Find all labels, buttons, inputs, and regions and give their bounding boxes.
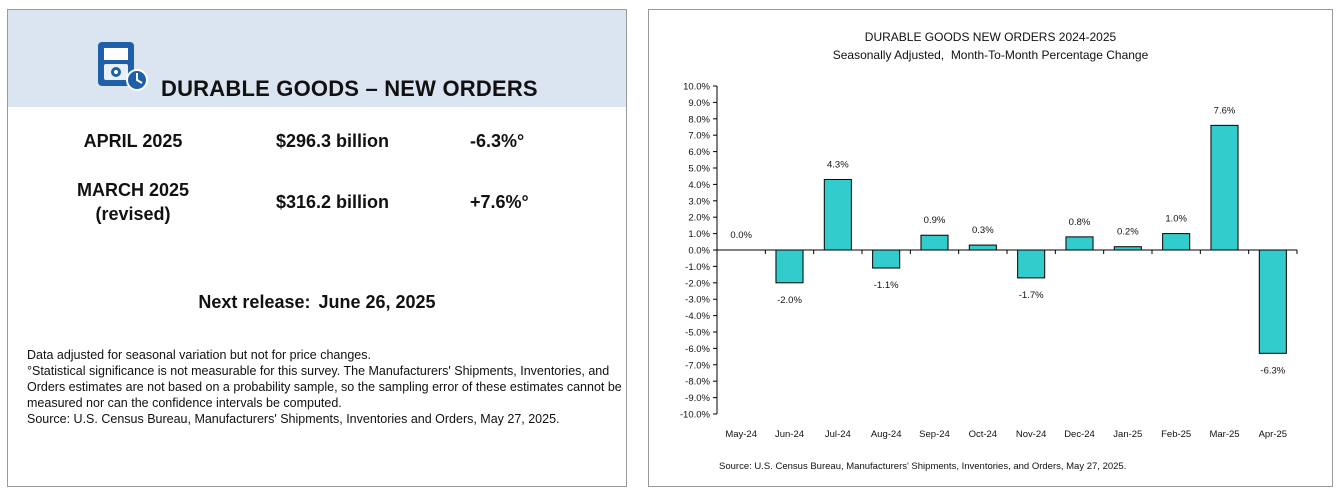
y-tick-label: 10.0% — [683, 82, 710, 93]
bar — [920, 234, 949, 251]
y-tick-label: -4.0% — [685, 311, 710, 322]
bar-chart: 10.0% 9.0% 8.0% 7.0% 6.0% 5.0% 4.0% 3.0% 2.0% 1.0… — [680, 82, 1298, 440]
y-tick-label: 4.0% — [688, 180, 710, 191]
x-tick-label: Nov-24 — [1016, 429, 1047, 440]
y-tick-label: -9.0% — [685, 393, 710, 404]
data-label: -1.1% — [874, 280, 899, 291]
bar — [775, 249, 804, 284]
stat-change-april: -6.3%° — [470, 131, 525, 151]
data-label: 0.0% — [730, 230, 752, 241]
data-label: 0.8% — [1069, 217, 1091, 228]
bar — [823, 178, 852, 251]
bar — [1017, 249, 1046, 279]
x-tick-label: Mar-25 — [1209, 429, 1239, 440]
data-label: 7.6% — [1214, 105, 1236, 116]
x-tick-label: Apr-25 — [1259, 429, 1288, 440]
y-tick-label: -6.0% — [685, 344, 710, 355]
next-release-label: Next release: — [198, 292, 311, 312]
y-tick-label: 1.0% — [688, 229, 710, 240]
footnote-significance: °Statistical significance is not measura… — [27, 364, 622, 410]
data-label: 1.0% — [1165, 214, 1187, 225]
y-tick-label: 9.0% — [688, 98, 710, 109]
y-tick-label: 0.0% — [688, 246, 710, 257]
stat-month-line1: MARCH 2025 — [76, 180, 190, 200]
x-tick-label: Dec-24 — [1064, 429, 1095, 440]
x-tick-label: Sep-24 — [919, 429, 950, 440]
summary-panel: DURABLE GOODS – NEW ORDERS APRIL 2025 $2… — [7, 9, 627, 487]
summary-header: DURABLE GOODS – NEW ORDERS — [8, 10, 626, 107]
y-tick-label: 6.0% — [688, 147, 710, 158]
footnote-seasonal: Data adjusted for seasonal variation but… — [27, 348, 371, 362]
footnotes: Data adjusted for seasonal variation but… — [27, 347, 622, 427]
stat-change-march: +7.6%° — [470, 192, 529, 212]
y-tick-label: -5.0% — [685, 328, 710, 339]
stat-amount-march: $316.2 billion — [276, 192, 390, 212]
x-tick-label: Aug-24 — [871, 429, 902, 440]
stat-amount-april: $296.3 billion — [276, 131, 390, 151]
bar — [1210, 124, 1239, 251]
y-tick-label: -3.0% — [685, 295, 710, 306]
y-tick-label: 8.0% — [688, 114, 710, 125]
y-tick-label: 7.0% — [688, 131, 710, 142]
next-release: Next release: June 26, 2025 — [8, 292, 626, 313]
y-tick-label: 5.0% — [688, 164, 710, 175]
y-tick-label: -7.0% — [685, 360, 710, 371]
data-label: 4.3% — [827, 159, 849, 170]
summary-title: DURABLE GOODS – NEW ORDERS — [161, 76, 538, 101]
footnote-source: Source: U.S. Census Bureau, Manufacturer… — [27, 412, 560, 426]
data-label: 0.3% — [972, 225, 994, 236]
bar — [1162, 233, 1191, 251]
bar — [872, 249, 901, 269]
bar — [1065, 236, 1094, 251]
chart-panel: DURABLE GOODS NEW ORDERS 2024-2025 Seaso… — [648, 9, 1333, 487]
calculator-clock-icon — [98, 42, 148, 91]
y-tick-label: -10.0% — [680, 410, 711, 421]
bar — [1258, 249, 1287, 354]
chart-title: DURABLE GOODS NEW ORDERS 2024-2025 — [864, 30, 1117, 44]
x-tick-label: Feb-25 — [1161, 429, 1191, 440]
y-tick-label: 3.0% — [688, 196, 710, 207]
bar — [1113, 246, 1142, 251]
stat-month-line1: APRIL 2025 — [83, 131, 183, 151]
data-label: -6.3% — [1260, 365, 1285, 376]
y-tick-label: -2.0% — [685, 278, 710, 289]
chart-subtitle: Seasonally Adjusted, Month-To-Month Perc… — [832, 48, 1149, 62]
data-label: 0.9% — [924, 215, 946, 226]
y-tick-label: 2.0% — [688, 213, 710, 224]
data-label: -2.0% — [777, 295, 802, 306]
x-tick-label: Oct-24 — [969, 429, 998, 440]
y-tick-label: -1.0% — [685, 262, 710, 273]
x-tick-label: Jan-25 — [1113, 429, 1142, 440]
data-label: -1.7% — [1019, 290, 1044, 301]
x-tick-label: Jul-24 — [825, 429, 851, 440]
bar — [968, 244, 997, 251]
x-tick-label: Jun-24 — [775, 429, 804, 440]
data-label: 0.2% — [1117, 227, 1139, 238]
stat-month-line2: (revised) — [95, 204, 171, 224]
y-tick-label: -8.0% — [685, 377, 710, 388]
stat-month-march: MARCH 2025 (revised) — [48, 178, 218, 226]
chart-source: Source: U.S. Census Bureau, Manufacturer… — [719, 461, 1127, 472]
next-release-date: June 26, 2025 — [318, 292, 436, 312]
x-tick-label: May-24 — [725, 429, 757, 440]
stat-month-april: APRIL 2025 — [58, 131, 208, 152]
